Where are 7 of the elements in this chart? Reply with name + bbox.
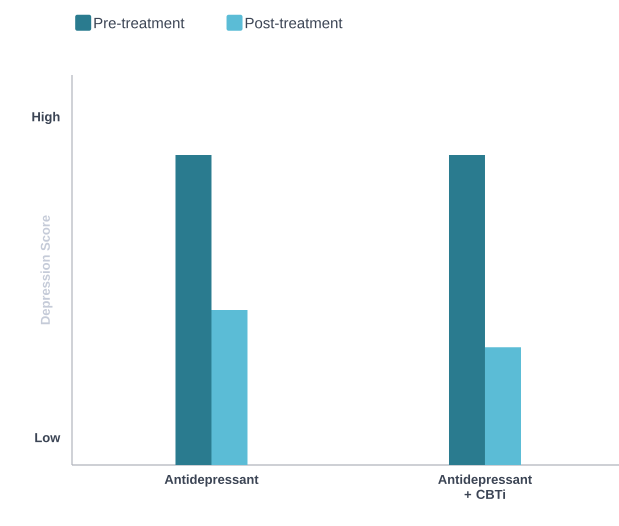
y-axis-title: Depression Score [40,215,52,324]
legend-label: Pre-treatment [94,18,184,28]
legend-label: Post-treatment [246,18,342,28]
text: Low [35,433,60,442]
x-tick-label: Antidepressant + CBTi [438,474,532,499]
x-tick-label: Antidepressant [164,474,258,487]
text: High [32,112,60,124]
